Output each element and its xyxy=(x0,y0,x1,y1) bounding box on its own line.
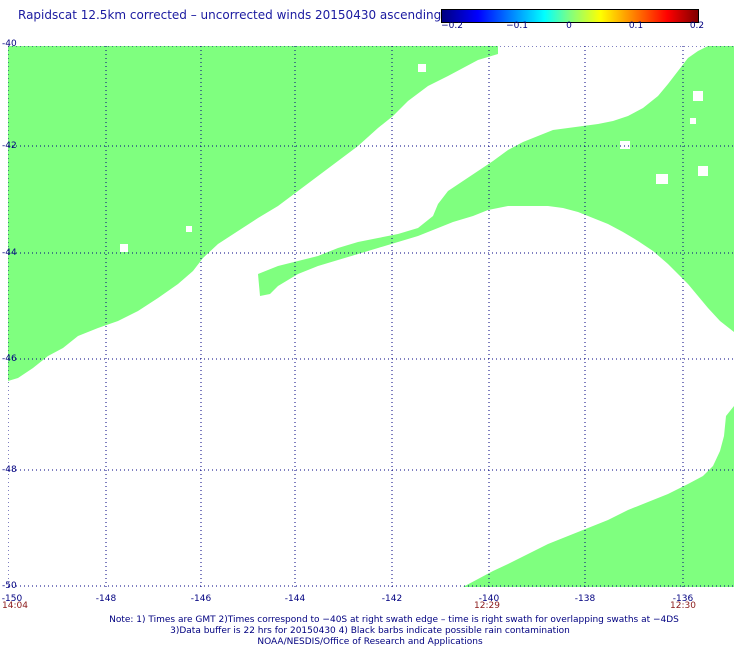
colorbar-tick-label: −0.2 xyxy=(441,21,463,31)
colorbar-tick-label: 0 xyxy=(566,21,572,31)
lon-label: -150 xyxy=(1,594,23,604)
lat-label: -46 xyxy=(2,354,17,364)
lon-label: -136 xyxy=(672,594,694,604)
lat-label: -48 xyxy=(2,465,17,475)
lat-gridlines xyxy=(8,46,734,587)
time-label: 12:29 xyxy=(474,601,500,611)
colorbar-tick-label: 0.2 xyxy=(689,21,705,31)
lon-label: -144 xyxy=(284,594,306,604)
lat-label: -44 xyxy=(2,248,17,258)
lon-label: -148 xyxy=(95,594,117,604)
lat-label: -50 xyxy=(2,581,17,591)
lon-label: -140 xyxy=(478,594,500,604)
map-title: Rapidscat 12.5km corrected – uncorrected… xyxy=(18,8,442,22)
swath-region-upper-left xyxy=(8,46,498,381)
lat-label: -40 xyxy=(2,39,17,49)
time-label: 12:30 xyxy=(670,601,696,611)
swath-gaps xyxy=(120,64,708,252)
footnote-line: Note: 1) Times are GMT 2)Times correspon… xyxy=(109,615,679,625)
wind-map-canvas xyxy=(8,46,734,587)
lon-label: -146 xyxy=(190,594,212,604)
colorbar-tick-label: −0.1 xyxy=(506,21,528,31)
swath-region-middle xyxy=(258,46,734,332)
time-label: 14:04 xyxy=(2,601,28,611)
wind-map[interactable] xyxy=(8,46,734,587)
swath-region-lower-right xyxy=(463,406,734,587)
colorbar-tick-label: 0.1 xyxy=(628,21,644,31)
footnote-line: 3)Data buffer is 22 hrs for 20150430 4) … xyxy=(170,626,570,636)
lat-label: -42 xyxy=(2,141,17,151)
lon-label: -142 xyxy=(381,594,403,604)
footnote: Note: 1) Times are GMT 2)Times correspon… xyxy=(0,615,740,648)
footnote-line: NOAA/NESDIS/Office of Research and Appli… xyxy=(257,637,483,647)
lon-label: -138 xyxy=(574,594,596,604)
colorbar xyxy=(441,9,699,23)
